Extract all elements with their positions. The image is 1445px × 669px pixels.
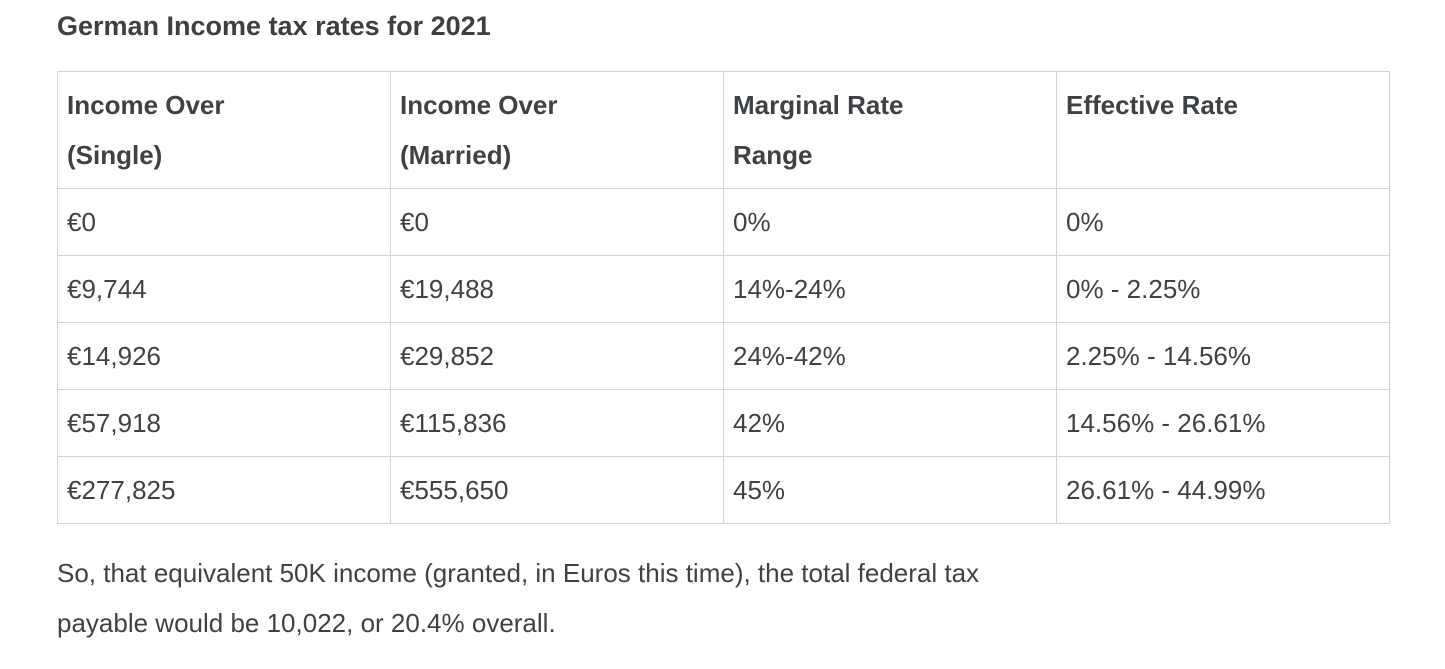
table-cell: 14.56% - 26.61% xyxy=(1056,389,1390,457)
summary-line: So, that equivalent 50K income (granted,… xyxy=(57,558,980,588)
table-cell: €277,825 xyxy=(57,456,391,524)
table-row: €0 €0 0% 0% xyxy=(57,188,1390,256)
table-cell: 26.61% - 44.99% xyxy=(1056,456,1390,524)
table-cell: 45% xyxy=(723,456,1057,524)
table-row: €14,926 €29,852 24%-42% 2.25% - 14.56% xyxy=(57,322,1390,390)
table-cell: €0 xyxy=(57,188,391,256)
table-row: €277,825 €555,650 45% 26.61% - 44.99% xyxy=(57,456,1390,524)
table-cell: 2.25% - 14.56% xyxy=(1056,322,1390,390)
table-cell: €115,836 xyxy=(390,389,724,457)
summary-line: payable would be 10,022, or 20.4% overal… xyxy=(57,608,556,638)
table-header-row: Income Over (Single) Income Over (Marrie… xyxy=(57,71,1390,189)
column-header-label: Effective Rate xyxy=(1066,90,1238,120)
column-header-label: Income Over (Single) xyxy=(67,90,225,170)
column-header-income-over-married: Income Over (Married) xyxy=(390,71,724,189)
summary-text: So, that equivalent 50K income (granted,… xyxy=(57,548,1390,648)
page-title: German Income tax rates for 2021 xyxy=(57,11,491,41)
table-cell: €0 xyxy=(390,188,724,256)
table-row: €9,744 €19,488 14%-24% 0% - 2.25% xyxy=(57,255,1390,323)
table-cell: €9,744 xyxy=(57,255,391,323)
table-cell: 14%-24% xyxy=(723,255,1057,323)
article-content: German Income tax rates for 2021 Income … xyxy=(57,11,1390,648)
table-cell: 42% xyxy=(723,389,1057,457)
table-cell: 0% xyxy=(1056,188,1390,256)
table-row: €57,918 €115,836 42% 14.56% - 26.61% xyxy=(57,389,1390,457)
column-header-marginal-rate-range: Marginal Rate Range xyxy=(723,71,1057,189)
column-header-label: Marginal Rate Range xyxy=(733,90,904,170)
column-header-label: Income Over (Married) xyxy=(400,90,558,170)
table-cell: €14,926 xyxy=(57,322,391,390)
tax-rates-table: Income Over (Single) Income Over (Marrie… xyxy=(57,71,1390,524)
table-cell: €555,650 xyxy=(390,456,724,524)
table-cell: €29,852 xyxy=(390,322,724,390)
column-header-effective-rate: Effective Rate xyxy=(1056,71,1390,189)
table-cell: 24%-42% xyxy=(723,322,1057,390)
table-cell: 0% - 2.25% xyxy=(1056,255,1390,323)
table-cell: €19,488 xyxy=(390,255,724,323)
table-cell: 0% xyxy=(723,188,1057,256)
table-cell: €57,918 xyxy=(57,389,391,457)
column-header-income-over-single: Income Over (Single) xyxy=(57,71,391,189)
